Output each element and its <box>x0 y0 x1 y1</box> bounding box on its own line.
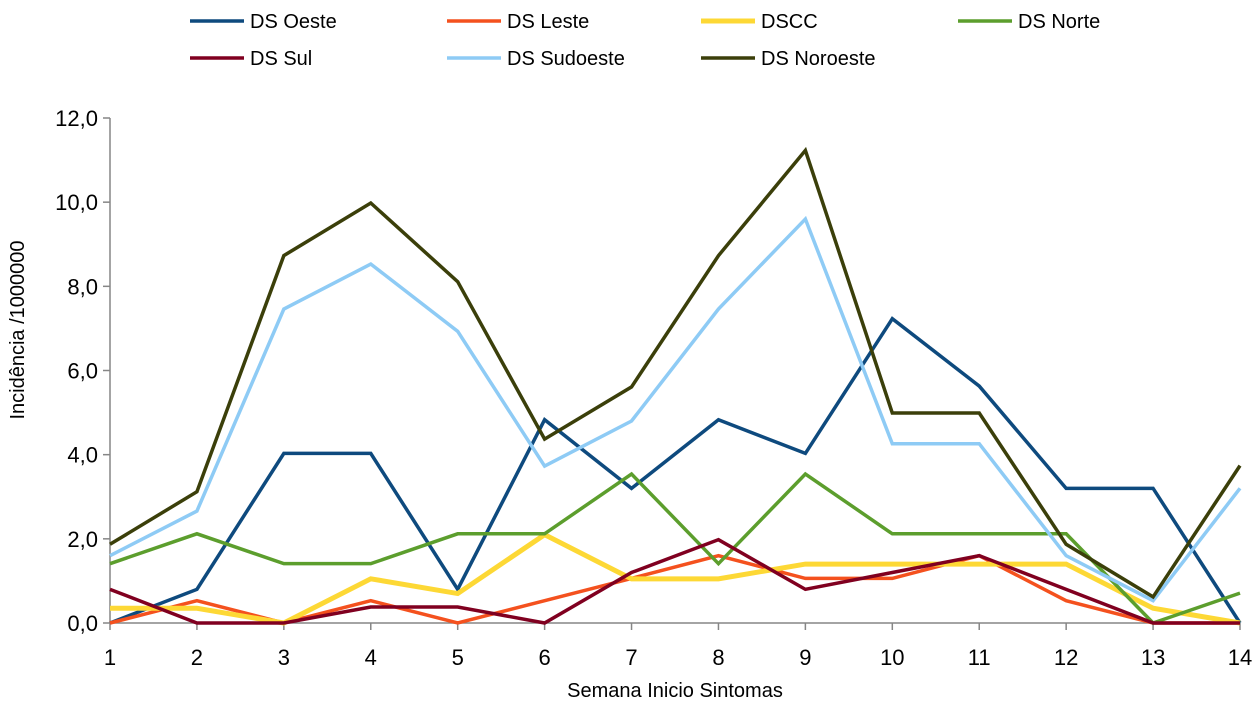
y-axis-title: Incidência /1000000 <box>7 240 29 419</box>
series-line-ds-norte <box>109 471 1241 626</box>
legend-label-ds-leste: DS Leste <box>507 11 589 33</box>
x-tick-label: 10 <box>880 645 904 670</box>
legend-label-ds-noroeste: DS Noroeste <box>761 48 876 70</box>
x-tick-label: 14 <box>1228 645 1252 670</box>
x-tick-label: 2 <box>191 645 203 670</box>
legend: DS Oeste DS Leste DSCC DS Norte DS Sul DS Sud… <box>190 11 1100 70</box>
x-tick-label: 6 <box>538 645 550 670</box>
x-tick-label: 4 <box>365 645 377 670</box>
series-line-ds-noroeste <box>109 146 1242 600</box>
x-tick-label: 7 <box>625 645 637 670</box>
y-tick-label: 4,0 <box>67 443 98 468</box>
y-tick-label: 10,0 <box>55 190 98 215</box>
legend-label-ds-norte: DS Norte <box>1018 11 1100 33</box>
series-line-ds-sudoeste <box>109 215 1242 603</box>
x-tick-label: 11 <box>968 645 991 670</box>
legend-label-dscc: DSCC <box>761 11 818 33</box>
x-axis-ticks: 1 2 3 4 5 6 7 8 9 10 11 12 13 14 <box>104 623 1252 670</box>
y-axis-ticks: 0,0 2,0 4,0 6,0 8,0 10,0 12,0 <box>55 106 110 636</box>
series-line-dscc <box>110 531 1241 626</box>
x-tick-label: 12 <box>1054 645 1078 670</box>
legend-label-ds-oeste: DS Oeste <box>250 11 337 33</box>
y-tick-label: 2,0 <box>67 527 98 552</box>
x-tick-label: 9 <box>799 645 811 670</box>
legend-label-ds-sudoeste: DS Sudoeste <box>507 48 625 70</box>
y-tick-label: 8,0 <box>67 274 98 299</box>
legend-label-ds-sul: DS Sul <box>250 48 312 70</box>
x-tick-label: 3 <box>278 645 290 670</box>
x-tick-label: 1 <box>104 645 116 670</box>
series-line-ds-sul <box>109 537 1240 625</box>
x-tick-label: 8 <box>712 645 724 670</box>
y-tick-label: 0,0 <box>67 611 98 636</box>
x-tick-label: 13 <box>1141 645 1165 670</box>
x-tick-label: 5 <box>452 645 464 670</box>
y-tick-label: 6,0 <box>67 359 98 384</box>
series-line-ds-oeste <box>109 316 1242 625</box>
series-lines <box>109 146 1242 626</box>
x-axis-title: Semana Inicio Sintomas <box>567 680 783 700</box>
y-tick-label: 12,0 <box>55 106 98 131</box>
